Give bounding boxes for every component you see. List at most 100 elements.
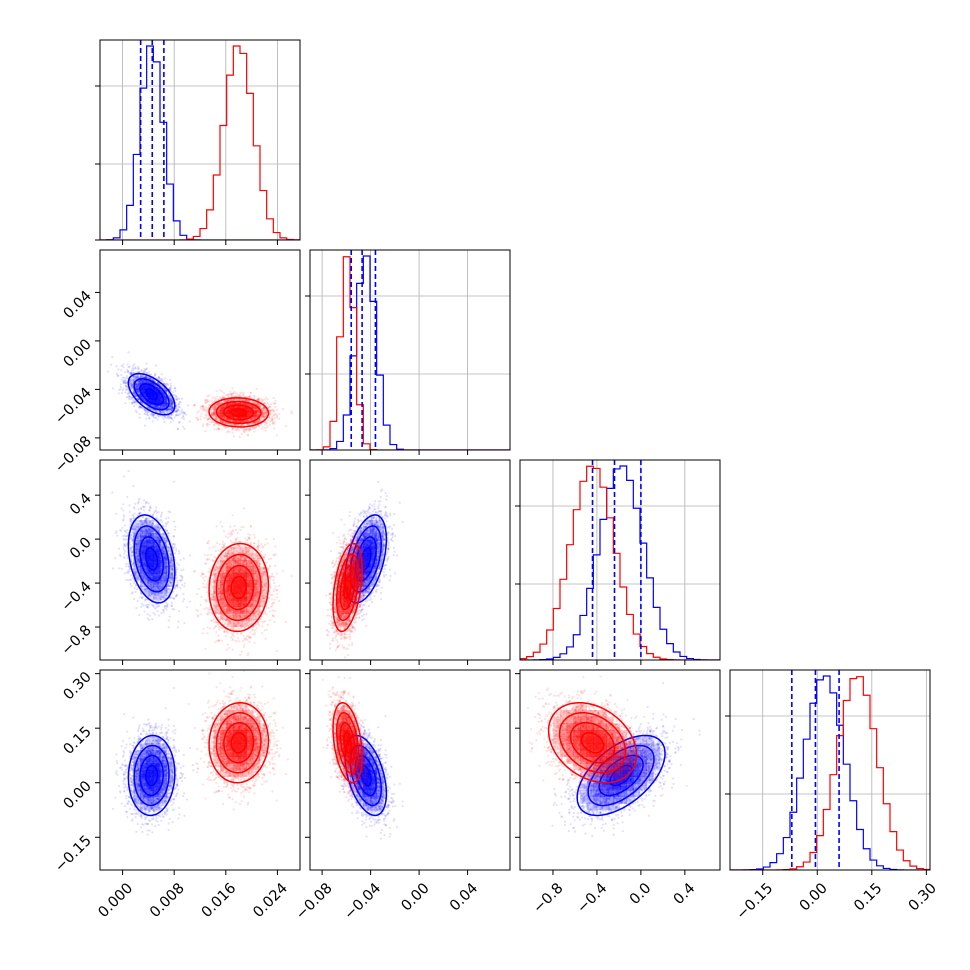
scatter-point <box>203 416 206 419</box>
scatter-point <box>154 405 157 409</box>
scatter-point <box>265 396 268 399</box>
scatter-point <box>130 381 133 384</box>
scatter-point <box>268 410 272 413</box>
scatter-point <box>138 380 142 383</box>
scatter-point <box>110 363 113 366</box>
scatter-point <box>174 387 177 390</box>
scatter-point <box>161 392 165 395</box>
scatter-point <box>170 413 173 417</box>
scatter-point <box>143 412 146 416</box>
scatter-point <box>206 394 209 398</box>
scatter-point <box>126 363 129 366</box>
scatter-point <box>238 435 241 439</box>
scatter-point <box>170 403 173 406</box>
scatter-point <box>126 368 129 371</box>
scatter-point <box>275 408 278 411</box>
scatter-point <box>167 393 170 396</box>
scatter-point <box>161 379 164 382</box>
scatter-point <box>179 401 182 404</box>
scatter-point <box>151 420 154 423</box>
scatter-point <box>215 390 218 393</box>
scatter-point <box>132 391 136 394</box>
scatter-point <box>125 377 128 380</box>
scatter-point <box>188 420 192 423</box>
scatter-point <box>127 370 130 374</box>
scatter-point <box>137 387 140 390</box>
scatter-point <box>175 414 178 417</box>
scatter-point <box>131 386 134 389</box>
scatter-point <box>166 415 169 419</box>
scatter-point <box>145 380 148 383</box>
scatter-point <box>142 381 145 384</box>
scatter-point <box>168 378 172 381</box>
scatter-point <box>162 412 166 415</box>
scatter-point <box>166 411 169 414</box>
scatter-point <box>177 403 181 406</box>
scatter-point <box>182 425 185 428</box>
scatter-point <box>199 415 202 418</box>
scatter-point <box>167 394 171 397</box>
scatter-point <box>213 421 216 424</box>
scatter-point <box>148 377 152 380</box>
scatter-point <box>238 429 241 432</box>
scatter-point <box>135 384 138 387</box>
scatter-point <box>220 390 224 393</box>
scatter-point <box>161 390 164 393</box>
scatter-point <box>149 403 152 406</box>
scatter-point <box>168 410 171 413</box>
scatter-point <box>136 365 140 369</box>
scatter-point <box>231 431 234 434</box>
scatter-point <box>177 402 180 405</box>
scatter-point <box>170 402 173 406</box>
scatter-point <box>170 406 173 409</box>
scatter-point <box>169 408 173 411</box>
scatter-point <box>174 397 177 401</box>
scatter-point <box>261 398 264 402</box>
scatter-point <box>141 406 144 410</box>
scatter-point <box>170 402 173 405</box>
scatter-point <box>166 383 170 386</box>
scatter-point <box>139 381 142 384</box>
scatter-panel <box>106 351 293 439</box>
scatter-point <box>158 410 162 413</box>
scatter-point <box>140 381 143 384</box>
scatter-point <box>173 416 176 419</box>
scatter-point <box>273 417 276 420</box>
scatter-point <box>122 363 125 366</box>
scatter-point <box>206 418 209 421</box>
scatter-point <box>126 370 129 373</box>
scatter-point <box>137 385 140 388</box>
scatter-point <box>129 372 132 376</box>
scatter-point <box>160 372 163 376</box>
scatter-point <box>154 373 157 377</box>
scatter-point <box>274 405 277 409</box>
scatter-point <box>240 432 243 435</box>
scatter-point <box>152 379 155 382</box>
scatter-point <box>164 403 167 406</box>
scatter-point <box>117 368 120 371</box>
scatter-point <box>184 413 188 416</box>
scatter-point <box>219 388 222 392</box>
scatter-point <box>125 386 128 389</box>
scatter-point <box>246 434 249 437</box>
scatter-point <box>175 414 178 417</box>
scatter-point <box>163 405 167 408</box>
scatter-point <box>261 425 264 428</box>
scatter-point <box>131 384 134 387</box>
scatter-point <box>141 380 144 383</box>
scatter-point <box>140 379 143 382</box>
scatter-point <box>167 407 170 411</box>
scatter-point <box>134 377 137 381</box>
scatter-point <box>137 388 140 391</box>
scatter-point <box>156 418 159 421</box>
scatter-point <box>269 413 272 416</box>
scatter-point <box>145 362 148 365</box>
scatter-point <box>202 423 205 426</box>
scatter-point <box>139 400 142 403</box>
scatter-point <box>135 376 139 380</box>
scatter-point <box>152 414 155 417</box>
scatter-point <box>160 378 164 381</box>
scatter-point <box>138 384 141 387</box>
scatter-point <box>163 393 166 396</box>
scatter-point <box>168 387 171 390</box>
